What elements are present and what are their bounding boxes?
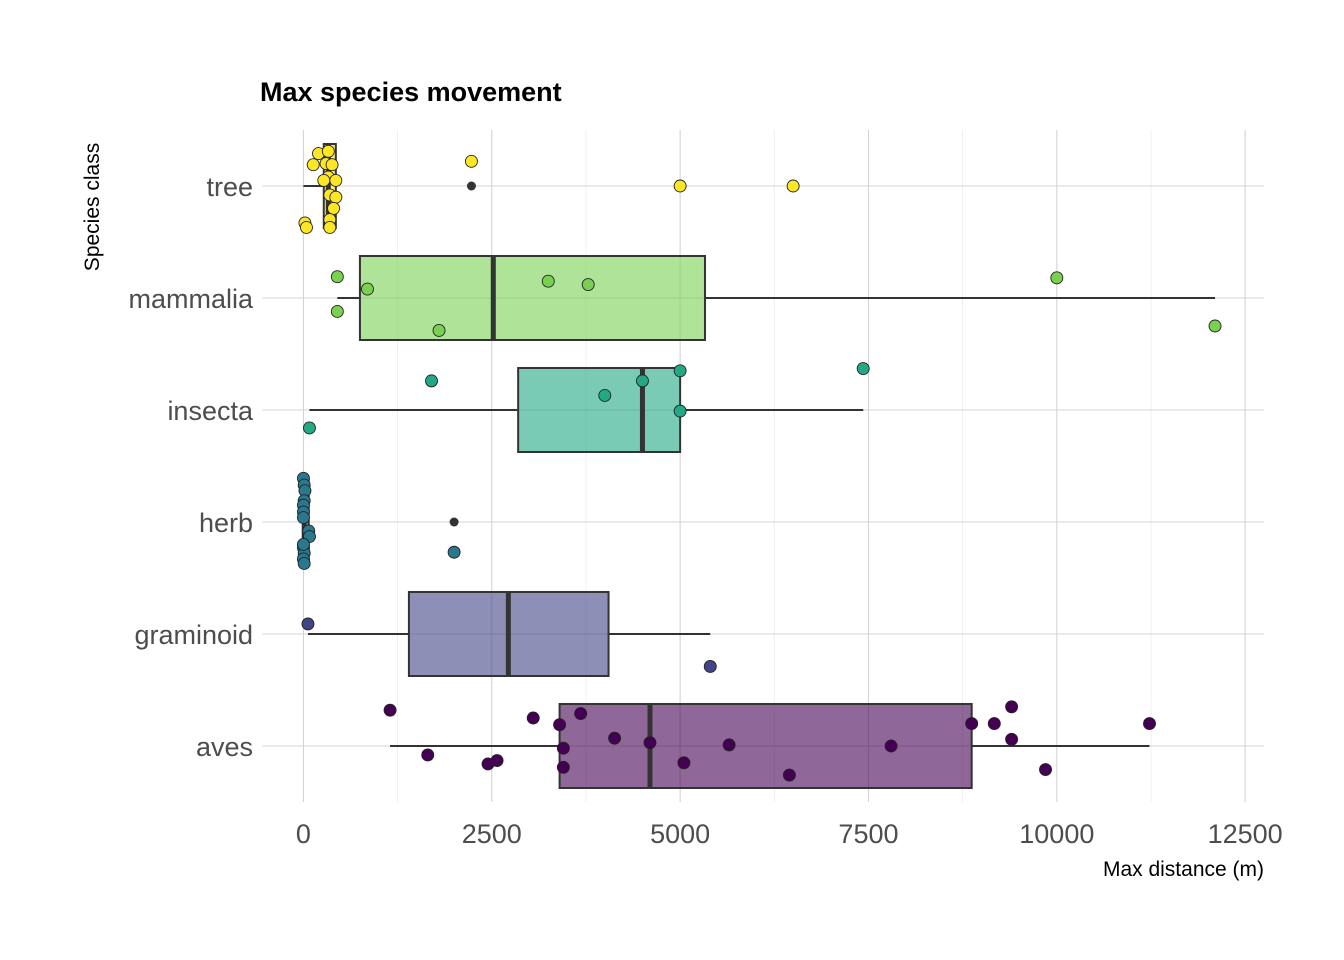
data-point [321,144,335,158]
data-point [782,768,796,782]
data-point [581,278,595,292]
data-point [541,274,555,288]
data-point [464,154,478,168]
data-point [447,545,461,559]
data-point [673,404,687,418]
data-point [856,362,870,376]
data-point [432,324,446,337]
data-point [574,707,588,720]
outlier-point [466,181,476,191]
data-point [330,270,344,284]
data-point [884,739,898,753]
data-point [327,201,341,215]
data-point [786,179,800,193]
data-point [722,738,736,752]
data-point [1143,717,1156,731]
data-point [1039,763,1052,776]
data-point [329,190,343,204]
data-point [703,660,717,673]
grid [262,130,1264,802]
data-point [301,617,315,631]
tick-labels: 0 2500 5000 7500 10000 12500 tree mammalia insec… [128,172,1282,849]
data-point [598,388,612,402]
data-point [361,282,374,296]
y-tick-label: insecta [167,396,254,426]
jitter-points [296,144,1222,782]
data-point [490,754,504,768]
data-point [553,718,567,732]
data-point [317,173,331,187]
y-axis-title: Species class [81,143,104,271]
data-point [323,220,337,234]
data-point [1005,732,1019,746]
data-point [556,741,570,755]
y-tick-label: mammalia [128,284,254,314]
data-point [297,556,311,570]
data-point [330,304,344,318]
outlier-point [449,517,459,527]
data-point [296,537,310,551]
chart-title: Max species movement [260,77,562,107]
data-point [1050,271,1064,285]
data-point [303,421,316,435]
data-point [987,717,1001,731]
y-tick-label: graminoid [134,620,253,650]
x-tick-label: 5000 [650,819,710,849]
data-point [636,374,649,388]
data-point [425,374,438,388]
data-point [325,158,339,172]
data-point [673,179,687,193]
x-tick-label: 2500 [462,819,522,849]
data-point [421,748,435,762]
data-point [1005,700,1019,714]
x-tick-label: 7500 [838,819,898,849]
data-point [1208,319,1222,333]
box-mammalia [358,255,706,341]
x-tick-label: 12500 [1208,819,1283,849]
data-point [306,158,320,172]
data-point [299,220,313,234]
data-point [965,717,979,731]
y-tick-label: tree [206,172,253,202]
data-point [677,756,691,770]
y-tick-label: herb [199,508,253,538]
y-tick-label: aves [196,732,253,762]
data-point [608,731,622,745]
box-insecta [517,367,682,453]
x-axis-title: Max distance (m) [1103,858,1264,881]
data-point [329,173,343,187]
x-tick-label: 10000 [1019,819,1094,849]
x-tick-label: 0 [296,819,311,849]
data-point [643,736,657,750]
data-point [526,711,540,725]
data-point [556,760,570,774]
boxes [301,143,1216,789]
data-point [383,703,397,717]
data-point [296,511,310,524]
box-aves [558,703,973,789]
data-point [673,364,687,378]
